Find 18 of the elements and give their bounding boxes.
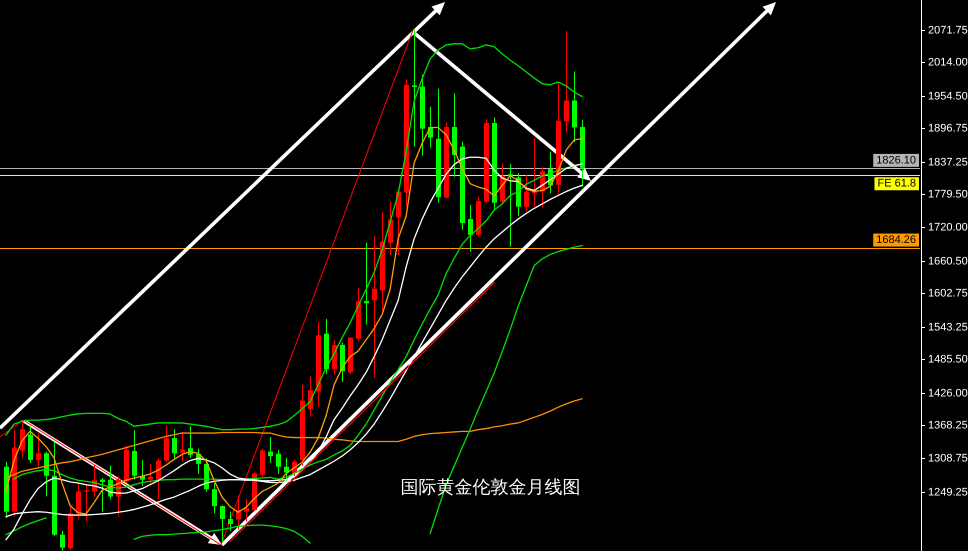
y-tick-label: 2071.75 bbox=[928, 24, 968, 36]
y-tick-label: 1485.50 bbox=[928, 354, 968, 366]
y-tick-label: 1602.75 bbox=[928, 288, 968, 300]
ref-line-label: FE 61.8 bbox=[877, 178, 916, 190]
y-tick-label: 2014.00 bbox=[928, 56, 968, 68]
y-tick-label: 1543.25 bbox=[928, 322, 968, 334]
y-tick-label: 1660.50 bbox=[928, 256, 968, 268]
y-tick-label: 1837.25 bbox=[928, 156, 968, 168]
y-tick-label: 1426.00 bbox=[928, 388, 968, 400]
y-tick-label: 1954.50 bbox=[928, 90, 968, 102]
y-tick-label: 1249.25 bbox=[928, 486, 968, 498]
y-tick-label: 1779.50 bbox=[928, 188, 968, 200]
ref-line-label: 1684.26 bbox=[876, 234, 916, 246]
y-tick-label: 1308.75 bbox=[928, 452, 968, 464]
y-tick-label: 1896.75 bbox=[928, 122, 968, 134]
y-tick-label: 1368.25 bbox=[928, 420, 968, 432]
y-tick-label: 1720.00 bbox=[928, 222, 968, 234]
ref-line-label: 1826.10 bbox=[876, 154, 916, 166]
